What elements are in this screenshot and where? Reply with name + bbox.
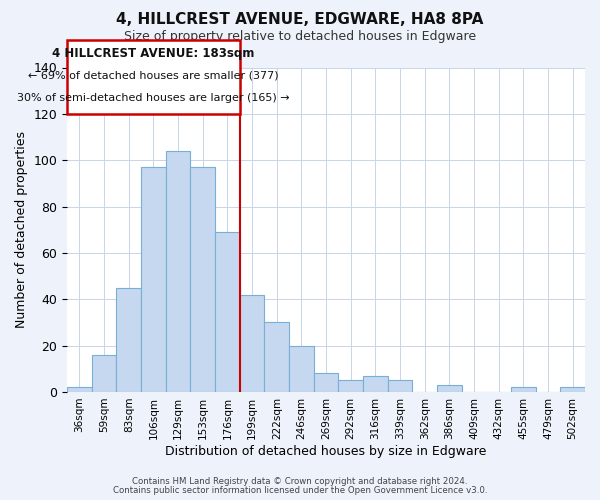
Bar [190, 167, 215, 392]
Bar [92, 355, 116, 392]
Bar [289, 346, 314, 392]
Text: 30% of semi-detached houses are larger (165) →: 30% of semi-detached houses are larger (… [17, 92, 290, 102]
Bar [363, 376, 388, 392]
Bar [338, 380, 363, 392]
Bar [314, 374, 338, 392]
Text: 4, HILLCREST AVENUE, EDGWARE, HA8 8PA: 4, HILLCREST AVENUE, EDGWARE, HA8 8PA [116, 12, 484, 28]
Text: Contains HM Land Registry data © Crown copyright and database right 2024.: Contains HM Land Registry data © Crown c… [132, 477, 468, 486]
Text: ← 69% of detached houses are smaller (377): ← 69% of detached houses are smaller (37… [28, 70, 279, 81]
Bar [215, 232, 240, 392]
Bar [511, 388, 536, 392]
X-axis label: Distribution of detached houses by size in Edgware: Distribution of detached houses by size … [166, 444, 487, 458]
Text: Size of property relative to detached houses in Edgware: Size of property relative to detached ho… [124, 30, 476, 43]
Bar [141, 167, 166, 392]
Bar [116, 288, 141, 392]
Bar [437, 385, 462, 392]
Text: Contains public sector information licensed under the Open Government Licence v3: Contains public sector information licen… [113, 486, 487, 495]
Bar [240, 294, 265, 392]
Text: 4 HILLCREST AVENUE: 183sqm: 4 HILLCREST AVENUE: 183sqm [52, 47, 254, 60]
Bar [388, 380, 412, 392]
Y-axis label: Number of detached properties: Number of detached properties [15, 131, 28, 328]
Bar [67, 388, 92, 392]
Bar [166, 151, 190, 392]
Bar [560, 388, 585, 392]
Bar [265, 322, 289, 392]
